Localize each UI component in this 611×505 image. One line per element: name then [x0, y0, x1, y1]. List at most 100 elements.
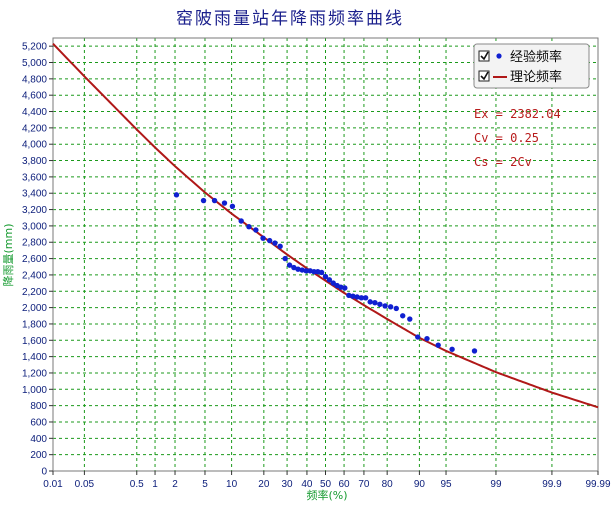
x-tick-label: 5: [202, 479, 208, 490]
empirical-point: [299, 267, 305, 273]
empirical-point: [221, 200, 228, 206]
theory-curve: [52, 43, 599, 409]
x-tick-label: 70: [358, 479, 370, 490]
empirical-point: [354, 294, 360, 300]
x-tick-label: 50: [320, 479, 332, 490]
empirical-point: [362, 295, 369, 301]
empirical-point: [253, 227, 259, 233]
y-tick-label: 4,400: [22, 107, 47, 118]
empirical-point: [326, 277, 333, 283]
empirical-point: [393, 305, 399, 312]
y-tick-label: 3,200: [22, 205, 47, 216]
empirical-point: [200, 197, 207, 204]
x-tick-label: 2: [172, 479, 178, 490]
y-tick-label: 5,000: [22, 58, 47, 69]
y-axis-label: 降雨量(mm): [1, 223, 15, 286]
x-tick-label: 40: [301, 479, 313, 490]
x-axis-ticks: 0.01 0.05 0.5 1 2 5 10 20 30 40 50 60 70 80 90 95 99 99.9…: [43, 471, 611, 490]
stat-ex: Ex = 2382.04: [474, 107, 561, 121]
x-tick-label: 1: [152, 479, 158, 490]
y-tick-label: 4,200: [22, 123, 47, 134]
stat-cv: Cv = 0.25: [474, 131, 539, 145]
empirical-point: [311, 268, 317, 275]
y-tick-label: 2,400: [22, 270, 47, 281]
legend-checkbox-theory[interactable]: [478, 70, 490, 82]
y-axis-ticks: 0 200 400 600 800 1,000 1,200 1,400 1,600 1,800 2,…: [22, 42, 53, 478]
empirical-point: [350, 293, 356, 299]
empirical-point: [342, 285, 348, 291]
y-tick-label: 2,600: [22, 254, 47, 265]
y-tick-label: 2,800: [22, 238, 47, 249]
empirical-point: [471, 348, 478, 354]
y-tick-label: 1,200: [22, 368, 47, 379]
check-icon: [480, 51, 489, 61]
legend-label-empirical: 经验频率: [510, 49, 562, 65]
y-tick-label: 1,600: [22, 336, 47, 347]
empirical-point: [330, 280, 336, 286]
empirical-point: [272, 240, 278, 246]
y-tick-label: 4,000: [22, 140, 47, 151]
empirical-point: [295, 266, 301, 272]
empirical-point: [407, 316, 413, 322]
y-tick-label: 800: [30, 401, 47, 412]
y-tick-label: 600: [30, 417, 47, 428]
empirical-point: [286, 262, 293, 268]
x-tick-label: 30: [282, 479, 294, 490]
empirical-point: [424, 335, 430, 342]
x-tick-label: 80: [382, 479, 394, 490]
y-tick-label: 4,800: [22, 74, 47, 85]
x-tick-label: 60: [339, 479, 351, 490]
empirical-point: [358, 295, 365, 301]
legend: 经验频率 理论频率: [473, 43, 590, 89]
y-tick-label: 0: [41, 467, 47, 478]
x-tick-label: 99: [490, 479, 502, 490]
x-tick-label: 90: [414, 479, 426, 490]
empirical-point: [346, 292, 352, 299]
x-tick-label: 20: [258, 479, 270, 490]
y-tick-label: 200: [30, 450, 47, 461]
empirical-point: [382, 303, 388, 309]
empirical-point: [322, 273, 329, 280]
y-tick-label: 4,600: [22, 91, 47, 102]
y-tick-label: 1,000: [22, 385, 47, 396]
empirical-point: [238, 218, 244, 224]
legend-checkbox-empirical[interactable]: [478, 50, 490, 62]
stat-cs: Cs = 2Cv: [474, 155, 532, 169]
x-axis-label: 频率(%): [306, 488, 347, 502]
legend-label-theory: 理论频率: [510, 69, 562, 85]
x-tick-label: 99.99: [585, 479, 610, 490]
empirical-point: [318, 269, 325, 276]
x-tick-label: 10: [226, 479, 238, 490]
empirical-point: [211, 197, 218, 204]
empirical-point: [387, 304, 394, 310]
plot-grid: [52, 37, 599, 472]
empirical-point: [266, 237, 273, 244]
empirical-point: [449, 346, 455, 352]
empirical-point: [229, 203, 236, 209]
empirical-point: [277, 243, 283, 250]
empirical-point: [435, 342, 441, 348]
y-tick-label: 2,000: [22, 303, 47, 314]
y-tick-label: 2,200: [22, 287, 47, 298]
y-tick-label: 3,000: [22, 221, 47, 232]
theory-curve-layer: [52, 43, 599, 409]
empirical-point: [303, 268, 309, 274]
y-tick-label: 3,400: [22, 189, 47, 200]
empirical-point: [246, 224, 252, 230]
empirical-point: [282, 255, 288, 262]
empirical-point: [415, 334, 421, 340]
x-tick-label: 0.01: [43, 479, 63, 490]
x-tick-label: 95: [440, 479, 452, 490]
y-tick-label: 1,800: [22, 319, 47, 330]
x-tick-label: 0.5: [130, 479, 144, 490]
empirical-point: [400, 313, 406, 319]
empirical-point: [372, 300, 378, 306]
empirical-point: [173, 192, 180, 198]
empirical-point: [377, 301, 383, 308]
y-tick-label: 1,400: [22, 352, 47, 363]
scatter-points-layer: [173, 192, 478, 354]
y-tick-label: 3,600: [22, 172, 47, 183]
x-tick-label: 0.05: [75, 479, 95, 490]
y-tick-label: 3,800: [22, 156, 47, 167]
